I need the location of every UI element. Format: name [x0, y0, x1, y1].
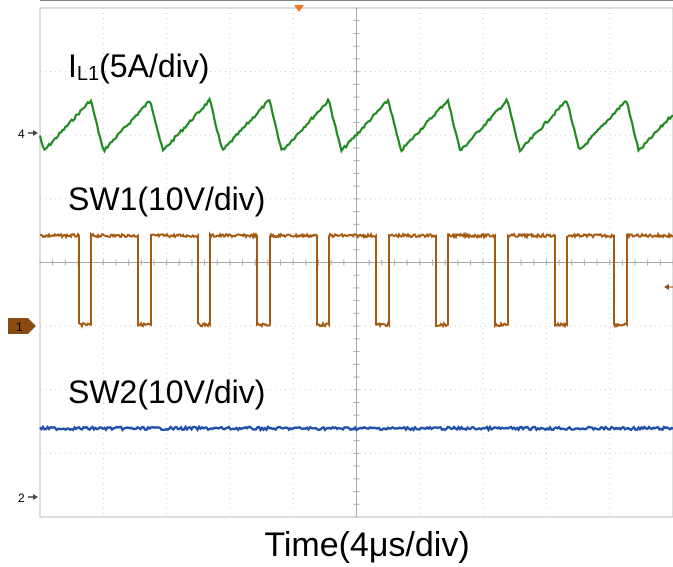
trigger-marker [294, 5, 304, 12]
channel-marker-arrow [28, 318, 36, 334]
series-label-sw2: SW2(10V/div) [68, 374, 265, 410]
channel-marker-label: 1 [16, 320, 23, 334]
series-il1-line [38, 96, 673, 154]
channel-marker-arrow [33, 130, 38, 136]
channel-marker-bg [8, 318, 28, 334]
traces [38, 96, 673, 433]
channel-markers: 4 1 2 [8, 127, 673, 505]
channel-marker-label: 4 [18, 127, 25, 141]
channel-marker-arrow [33, 494, 38, 500]
channel-marker-label: 2 [18, 491, 25, 505]
x-axis-label: Time(4μs/div) [264, 526, 469, 564]
ref-arrow [664, 284, 669, 290]
series-label-il1: IL1(5A/div) [68, 48, 209, 85]
series-label-sw1: SW1(10V/div) [68, 181, 265, 217]
grid [39, 0, 673, 518]
series-sw1-line [39, 230, 673, 329]
series-sw2-line [39, 424, 673, 433]
